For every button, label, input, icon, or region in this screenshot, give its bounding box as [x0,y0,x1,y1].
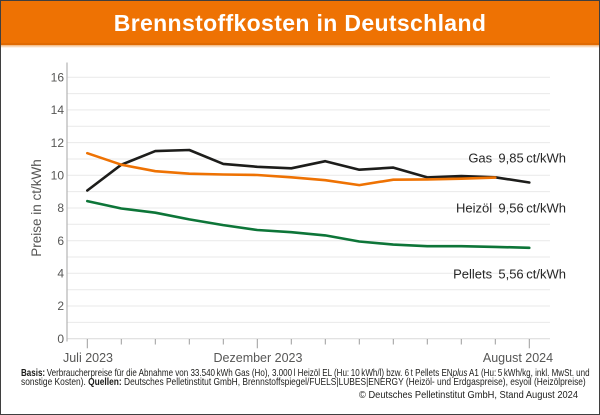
svg-text:Gas 9,85 ct/kWh: Gas 9,85 ct/kWh [468,151,566,166]
svg-text:0: 0 [57,332,64,346]
svg-text:© Deutsches Pelletinstitut Gmb: © Deutsches Pelletinstitut GmbH, Stand A… [359,390,579,401]
svg-text:Basis: Verbraucherpreise für d: Basis: Verbraucherpreise für die Abnahme… [21,367,590,378]
svg-text:14: 14 [51,103,65,117]
svg-text:Brennstoffkosten in Deutschlan: Brennstoffkosten in Deutschland [114,10,487,36]
svg-text:12: 12 [51,136,65,150]
svg-text:Juli 2023: Juli 2023 [63,351,113,365]
svg-text:16: 16 [51,71,65,85]
svg-text:Preise in ct/kWh: Preise in ct/kWh [29,159,44,257]
svg-text:2: 2 [57,299,64,313]
svg-text:8: 8 [57,201,64,215]
svg-text:Pellets 5,56 ct/kWh: Pellets 5,56 ct/kWh [453,267,566,282]
svg-text:10: 10 [51,169,65,183]
svg-text:August 2024: August 2024 [483,351,553,365]
svg-text:sonstige Kosten). Quellen: Deu: sonstige Kosten). Quellen: Deutsches Pel… [21,377,586,388]
svg-text:6: 6 [57,234,64,248]
svg-text:Heizöl 9,56 ct/kWh: Heizöl 9,56 ct/kWh [456,201,566,216]
svg-text:Dezember 2023: Dezember 2023 [214,351,303,365]
svg-text:4: 4 [57,267,64,281]
